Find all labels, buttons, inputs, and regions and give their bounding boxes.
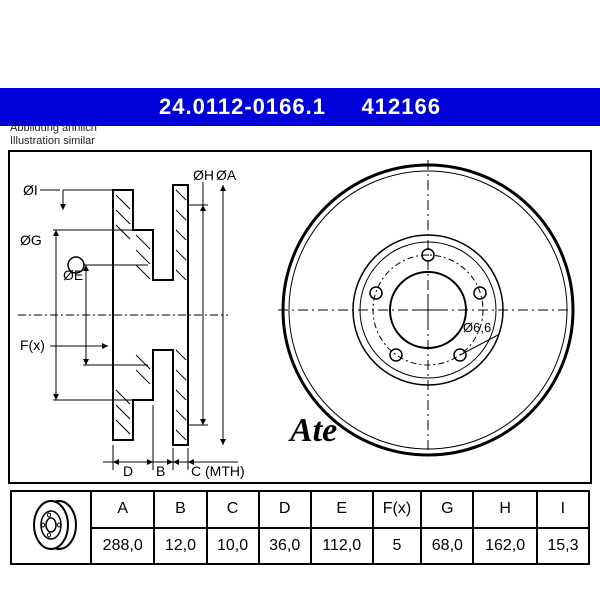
dimension-table: A B C D E F(x) G H I 288,0 12,0 10,0 36,… [10, 490, 590, 565]
val-c: 10,0 [207, 528, 259, 565]
col-c: C [207, 491, 259, 528]
header-bar: 24.0112-0166.1 412166 [0, 88, 600, 126]
label-oh: ØH [193, 167, 214, 183]
val-h: 162,0 [473, 528, 536, 565]
disc-icon-cell [11, 491, 91, 564]
label-oi: ØI [23, 182, 38, 198]
col-b: B [154, 491, 206, 528]
val-fx: 5 [373, 528, 422, 565]
brand-logo: Ate [290, 412, 337, 450]
col-d: D [259, 491, 311, 528]
col-e: E [311, 491, 373, 528]
val-d: 36,0 [259, 528, 311, 565]
side-view: ØI ØG ØE ØH [18, 167, 245, 479]
subtitle-line2: Illustration similar [10, 135, 97, 148]
val-a: 288,0 [91, 528, 154, 565]
col-h: H [473, 491, 536, 528]
label-c: C (MTH) [191, 463, 245, 479]
part-number: 24.0112-0166.1 [159, 94, 326, 119]
hole-dia-label: Ø6,6 [463, 320, 491, 335]
disc-icon [21, 498, 81, 552]
col-fx: F(x) [373, 491, 422, 528]
table-value-row: 288,0 12,0 10,0 36,0 112,0 5 68,0 162,0 … [11, 528, 589, 565]
col-g: G [421, 491, 473, 528]
table-header-row: A B C D E F(x) G H I [11, 491, 589, 528]
val-i: 15,3 [537, 528, 589, 565]
subtitle: Abbildung ähnlich Illustration similar [10, 122, 97, 148]
label-og: ØG [20, 232, 42, 248]
page-container: 24.0112-0166.1 412166 Abbildung ähnlich … [0, 0, 600, 600]
subtitle-line1: Abbildung ähnlich [10, 122, 97, 135]
val-e: 112,0 [311, 528, 373, 565]
short-code: 412166 [362, 94, 441, 119]
label-fx: F(x) [20, 337, 45, 353]
col-a: A [91, 491, 154, 528]
col-i: I [537, 491, 589, 528]
val-b: 12,0 [154, 528, 206, 565]
label-oe: ØE [63, 267, 83, 283]
label-b: B [156, 463, 165, 479]
label-d: D [123, 463, 133, 479]
val-g: 68,0 [421, 528, 473, 565]
label-oa: ØA [216, 167, 237, 183]
